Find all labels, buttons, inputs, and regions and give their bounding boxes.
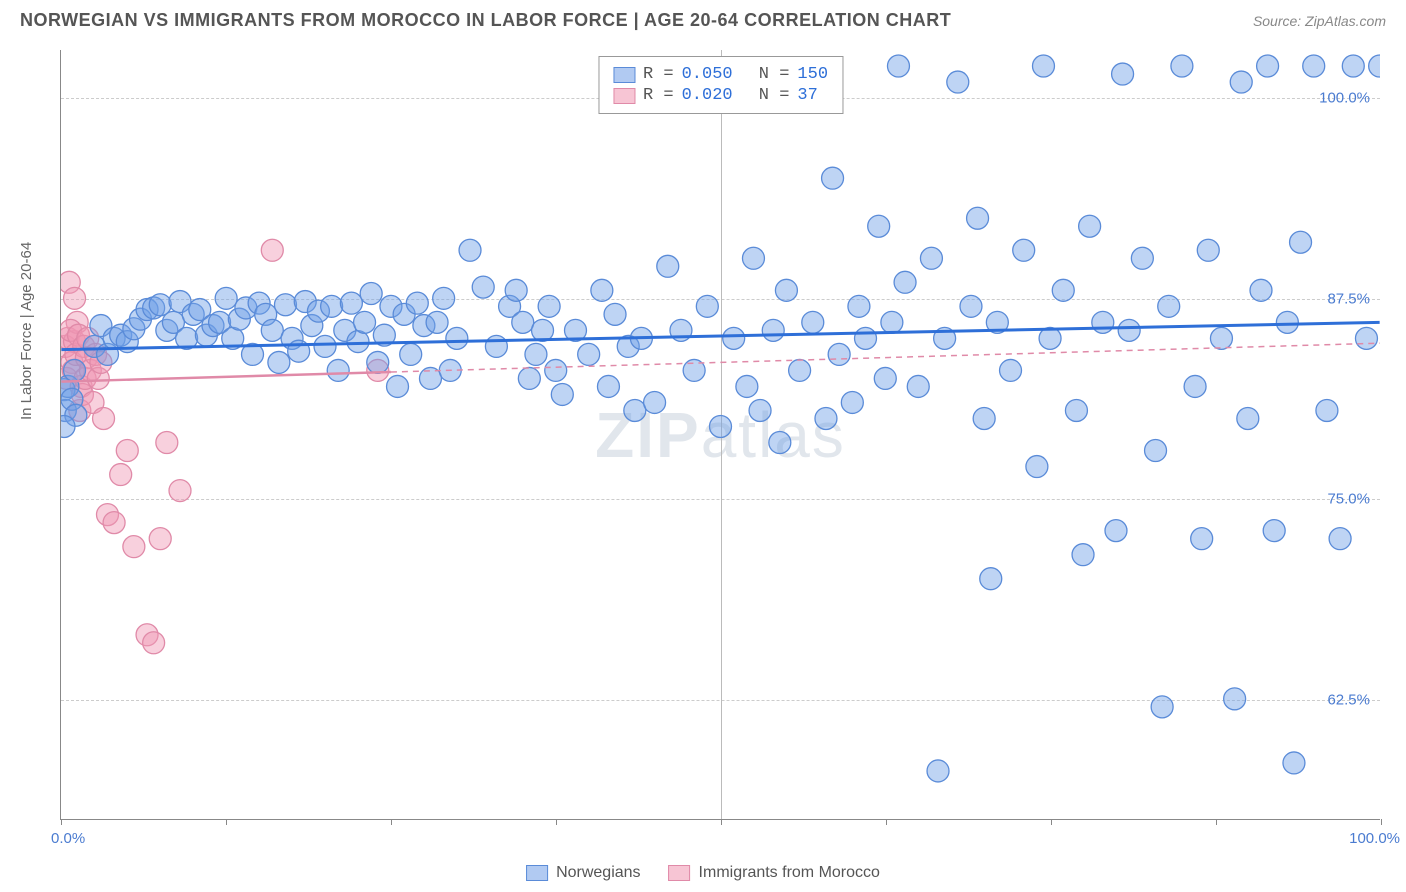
legend-label-2: Immigrants from Morocco: [699, 864, 880, 882]
chart-title: NORWEGIAN VS IMMIGRANTS FROM MOROCCO IN …: [20, 10, 951, 31]
x-tick-label-min: 0.0%: [51, 830, 85, 847]
scatter-svg: [61, 50, 1380, 819]
swatch-series2: [613, 88, 635, 104]
chart-plot-area: ZIPatlas R = 0.050 N = 150 R = 0.020 N =…: [60, 50, 1380, 820]
legend-swatch-1: [526, 865, 548, 881]
legend-label-1: Norwegians: [556, 864, 640, 882]
series-legend: Norwegians Immigrants from Morocco: [526, 864, 880, 882]
swatch-series1: [613, 67, 635, 83]
legend-swatch-2: [669, 865, 691, 881]
y-axis-title: In Labor Force | Age 20-64: [18, 242, 35, 420]
correlation-legend: R = 0.050 N = 150 R = 0.020 N = 37: [598, 56, 843, 114]
source-label: Source: ZipAtlas.com: [1253, 13, 1386, 29]
x-tick-label-max: 100.0%: [1349, 830, 1400, 847]
